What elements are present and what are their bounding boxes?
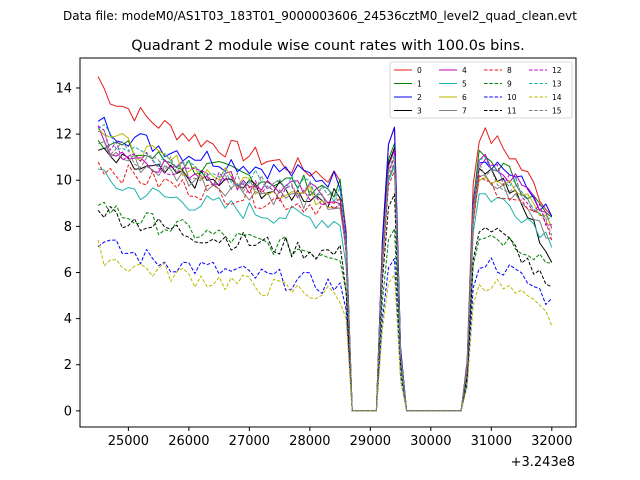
series-line-0	[97, 76, 553, 412]
y-tick-label: 6	[64, 266, 72, 281]
legend-label-12: 12	[552, 66, 562, 75]
x-tick-label: 30000	[410, 434, 451, 449]
x-tick-label: 25000	[108, 434, 149, 449]
y-tick-label: 12	[55, 128, 72, 143]
legend-label-10: 10	[507, 93, 517, 102]
series-line-7	[97, 141, 552, 412]
series-line-11	[97, 193, 553, 412]
suptitle: Data file: modeM0/AS1T03_183T01_90000036…	[63, 9, 577, 23]
series-line-15	[98, 130, 553, 412]
plot-frame	[79, 57, 577, 428]
x-offset-label: +3.243e8	[511, 455, 575, 470]
plot-area	[80, 58, 576, 427]
axes: 25000 26000 27000 28000 29000 30000 31000 32000…	[55, 81, 572, 449]
legend-label-8: 8	[507, 66, 512, 75]
y-tick-label: 0	[64, 404, 72, 419]
legend-label-7: 7	[462, 107, 467, 116]
legend-label-9: 9	[507, 80, 512, 89]
legend-label-14: 14	[552, 93, 562, 102]
x-tick-label: 31000	[471, 434, 512, 449]
chart-title: Quadrant 2 module wise count rates with …	[131, 38, 525, 54]
legend-label-2: 2	[417, 93, 422, 102]
legend-label-1: 1	[417, 80, 422, 89]
y-tick-label: 4	[64, 312, 72, 327]
series-line-14	[97, 239, 553, 412]
x-tick-label: 27000	[229, 434, 270, 449]
legend-label-0: 0	[417, 66, 422, 75]
y-tick-label: 14	[55, 81, 72, 96]
legend-label-5: 5	[462, 80, 467, 89]
x-tick-label: 32000	[531, 434, 572, 449]
x-tick-label: 26000	[168, 434, 209, 449]
series-layer	[97, 76, 553, 412]
series-line-10	[97, 239, 553, 412]
series-line-12	[97, 125, 552, 412]
x-tick-label: 28000	[289, 434, 330, 449]
legend-label-11: 11	[507, 107, 517, 116]
legend-label-4: 4	[462, 66, 467, 75]
legend-label-13: 13	[552, 80, 562, 89]
series-line-5	[98, 165, 553, 412]
y-tick-label: 10	[55, 174, 72, 189]
x-tick-label: 29000	[350, 434, 391, 449]
legend-label-6: 6	[462, 93, 467, 102]
series-line-9	[97, 201, 552, 412]
legend-label-3: 3	[417, 107, 422, 116]
y-tick-label: 8	[64, 220, 72, 235]
legend-frame	[389, 61, 573, 119]
legend-label-15: 15	[552, 107, 562, 116]
y-tick-label: 2	[64, 358, 72, 373]
